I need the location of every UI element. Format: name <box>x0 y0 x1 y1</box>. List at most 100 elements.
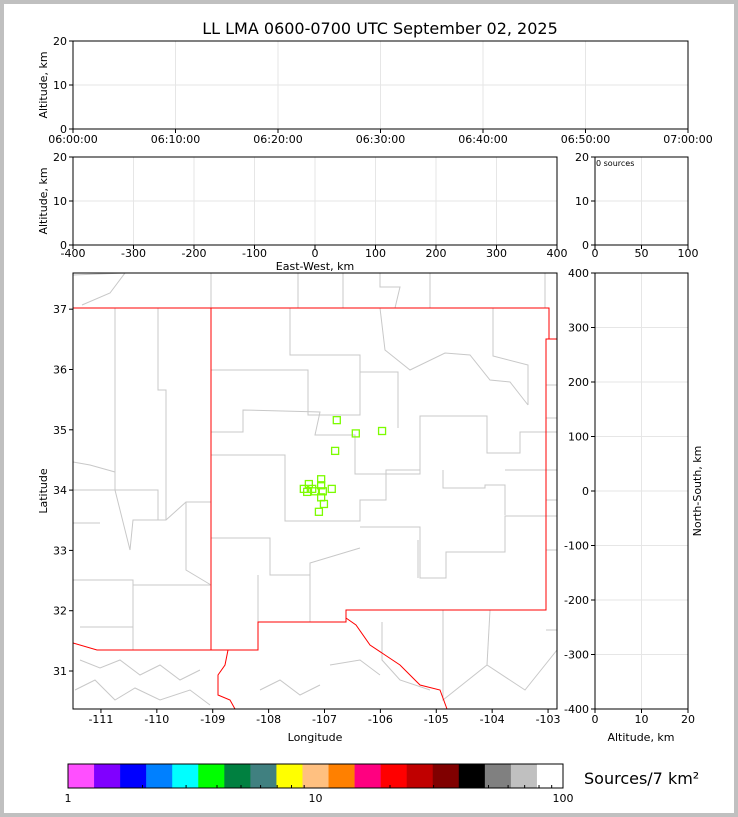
x-tick-label: -200 <box>182 247 207 260</box>
colorbar-segment <box>328 764 355 788</box>
colorbar-segment <box>536 764 564 788</box>
plan-view-ylabel: Latitude <box>37 468 50 514</box>
y-tick-label: 300 <box>568 322 589 335</box>
colorbar-segment <box>380 764 407 788</box>
x-tick-label: -111 <box>88 713 113 726</box>
y-tick-label: 0 <box>582 485 589 498</box>
y-tick-label: 32 <box>53 605 67 618</box>
x-tick-label: -108 <box>256 713 281 726</box>
x-tick-label: 07:00:00 <box>663 133 712 146</box>
x-tick-label: -400 <box>61 247 86 260</box>
colorbar-tick-label: 1 <box>65 792 72 805</box>
x-tick-label: -104 <box>480 713 505 726</box>
y-tick-label: 35 <box>53 424 67 437</box>
x-tick-label: 10 <box>635 713 649 726</box>
y-tick-label: 10 <box>53 195 67 208</box>
y-tick-label: 36 <box>53 363 67 376</box>
source-marker <box>319 499 329 509</box>
sources-count-annotation: 0 sources <box>596 159 634 168</box>
x-tick-label: -103 <box>536 713 561 726</box>
colorbar-tick-label: 10 <box>309 792 323 805</box>
colorbar-segment <box>224 764 251 788</box>
source-marker <box>330 446 340 456</box>
x-tick-label: -105 <box>424 713 449 726</box>
colorbar-segment <box>432 764 460 788</box>
x-tick-label: -107 <box>312 713 337 726</box>
x-tick-label: 0 <box>592 713 599 726</box>
colorbar-segment <box>302 764 329 788</box>
colorbar-tick-label: 100 <box>553 792 574 805</box>
source-marker <box>316 481 326 490</box>
y-tick-label: 34 <box>53 484 67 497</box>
y-tick-label: 20 <box>53 35 67 48</box>
x-tick-label: -109 <box>200 713 225 726</box>
y-tick-label: 37 <box>53 303 67 316</box>
colorbar-frame <box>67 763 564 789</box>
source-marker <box>316 475 326 484</box>
colorbar-segment <box>94 764 121 788</box>
x-tick-label: 50 <box>635 247 649 260</box>
y-tick-label: -400 <box>564 703 589 716</box>
colorbar-segment <box>458 764 486 788</box>
figure-title: LL LMA 0600-0700 UTC September 02, 2025 <box>202 19 558 38</box>
y-tick-label: 200 <box>568 376 589 389</box>
altitude-northsouth-ylabel: North-South, km <box>691 446 704 537</box>
y-tick-label: 20 <box>53 151 67 164</box>
colorbar: 1 10 100 <box>65 763 574 805</box>
figure-background <box>4 4 734 813</box>
x-tick-label: 100 <box>678 247 699 260</box>
x-tick-label: 06:50:00 <box>561 133 610 146</box>
x-tick-label: -106 <box>368 713 393 726</box>
colorbar-segment <box>406 764 434 788</box>
time-altitude-ylabel: Altitude, km <box>37 51 50 118</box>
time-altitude-panel: 06:00:00 06:10:00 06:20:00 06:30:00 06:40:00… <box>48 35 712 146</box>
y-tick-label: 0 <box>60 239 67 252</box>
state-borders <box>73 307 557 709</box>
x-tick-label: 100 <box>365 247 386 260</box>
eastwest-xlabel: East-West, km <box>276 260 354 273</box>
x-tick-label: -100 <box>242 247 267 260</box>
x-tick-label: 400 <box>547 247 568 260</box>
colorbar-segment <box>68 764 95 788</box>
y-tick-label: 0 <box>582 239 589 252</box>
colorbar-segment <box>276 764 303 788</box>
y-tick-label: 31 <box>53 665 67 678</box>
y-tick-label: -200 <box>564 594 589 607</box>
source-marker <box>351 429 360 438</box>
colorbar-segment <box>250 764 277 788</box>
colorbar-segment <box>510 764 538 788</box>
y-tick-label: 400 <box>568 267 589 280</box>
eastwest-altitude-panel: -400 -300 -200 -100 0 100 200 300 400 0 10 20 <box>53 151 568 260</box>
x-tick-label: 06:00:00 <box>48 133 97 146</box>
source-marker <box>377 426 387 436</box>
y-tick-label: 10 <box>53 79 67 92</box>
plan-view-xlabel: Longitude <box>288 731 343 744</box>
x-tick-label: 0 <box>592 247 599 260</box>
colorbar-segment <box>198 764 225 788</box>
x-tick-label: 06:40:00 <box>458 133 507 146</box>
source-marker <box>318 487 327 496</box>
colorbar-label: Sources/7 km² <box>584 769 699 788</box>
altitude-northsouth-panel: 0 10 20 -400 -300 -200 -100 0 100 200 300 400 <box>564 267 695 726</box>
source-marker <box>332 415 341 425</box>
x-tick-label: 200 <box>426 247 447 260</box>
source-marker <box>310 487 320 496</box>
altitude-northsouth-xlabel: Altitude, km <box>607 731 674 744</box>
x-tick-label: 06:20:00 <box>253 133 302 146</box>
y-tick-label: 33 <box>53 544 67 557</box>
x-tick-label: 06:30:00 <box>356 133 405 146</box>
eastwest-altitude-ylabel: Altitude, km <box>37 167 50 234</box>
altitude-histogram-panel: 0 50 100 0 10 20 <box>575 151 699 260</box>
y-tick-label: 10 <box>575 195 589 208</box>
colorbar-segment <box>484 764 512 788</box>
x-tick-label: 20 <box>681 713 695 726</box>
y-tick-label: 0 <box>60 123 67 136</box>
axes-frame <box>72 272 558 710</box>
colorbar-segment <box>146 764 173 788</box>
x-tick-label: 0 <box>312 247 319 260</box>
y-tick-label: -300 <box>564 649 589 662</box>
colorbar-segment <box>354 764 381 788</box>
y-tick-label: 20 <box>575 151 589 164</box>
